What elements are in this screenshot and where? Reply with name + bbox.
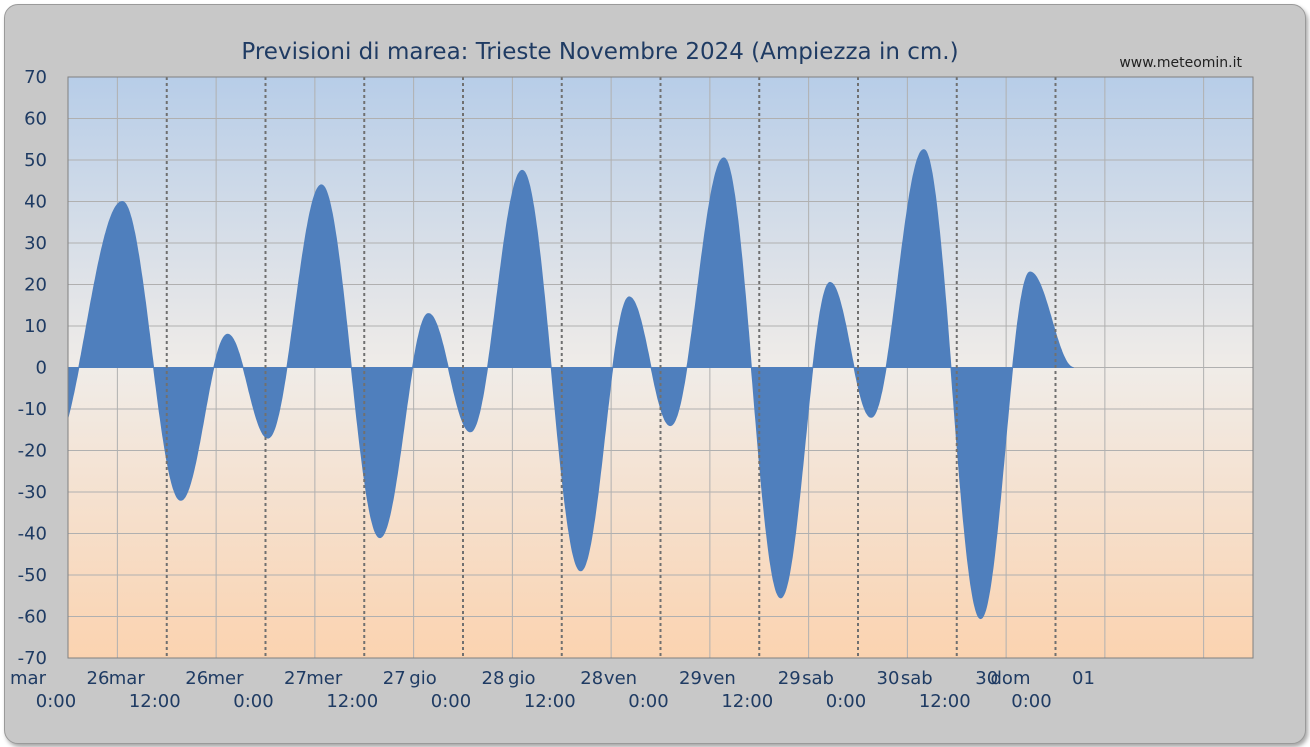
- y-tick-label: 40: [24, 192, 47, 213]
- x-tick-date: 26: [185, 668, 208, 689]
- x-tick-day: mar: [10, 668, 47, 689]
- x-tick-date: 26: [87, 668, 110, 689]
- y-tick-label: -60: [18, 607, 47, 628]
- plot-border: [67, 76, 1254, 659]
- chart-title: Previsioni di marea: Trieste Novembre 20…: [241, 39, 958, 65]
- y-tick-label: 10: [24, 316, 47, 337]
- x-tick-time: 12:00: [721, 691, 773, 712]
- x-tick-date: 30: [877, 668, 900, 689]
- x-tick-time: 12:00: [919, 691, 971, 712]
- x-tick-date: 29: [778, 668, 801, 689]
- tide-area-layer: [68, 149, 1074, 620]
- x-tick-date: 28: [580, 668, 603, 689]
- x-tick-time: 0:00: [431, 691, 471, 712]
- x-tick-time: 0:00: [36, 691, 76, 712]
- y-axis-ticks: -70 -60 -50 -40 -30 -20 -10 0 10 20 30 40 50 60 70: [18, 67, 47, 669]
- x-tick-time: 12:00: [524, 691, 576, 712]
- x-tick: mar 26 0:00: [10, 668, 109, 712]
- y-tick-label: 60: [24, 109, 47, 130]
- chart-credit: www.meteomin.it: [1119, 55, 1242, 71]
- x-tick-time: 0:00: [628, 691, 668, 712]
- x-tick: sab 30 0:00: [802, 668, 899, 712]
- x-tick: ven 29 0:00: [604, 668, 702, 712]
- x-tick-date: 27: [284, 668, 307, 689]
- x-tick-date: 01: [1072, 668, 1095, 689]
- x-tick-day: ven: [703, 668, 736, 689]
- tide-area: [68, 149, 1074, 620]
- y-tick-label: 20: [24, 275, 47, 296]
- x-tick-date: 30: [975, 668, 998, 689]
- y-tick-label: -70: [18, 648, 47, 669]
- x-tick: mer 27 0:00: [207, 668, 306, 712]
- x-tick-day: gio: [409, 668, 436, 689]
- x-tick-day: gio: [508, 668, 535, 689]
- x-tick: dom 01 0:00: [991, 668, 1095, 712]
- x-tick-time: 0:00: [1011, 691, 1051, 712]
- y-tick-label: 70: [24, 67, 47, 88]
- y-tick-label: 50: [24, 150, 47, 171]
- x-tick-date: 27: [383, 668, 406, 689]
- x-tick-time: 12:00: [129, 691, 181, 712]
- x-tick-time: 0:00: [233, 691, 273, 712]
- x-tick-time: 12:00: [326, 691, 378, 712]
- y-tick-label: -50: [18, 565, 47, 586]
- x-tick-time: 0:00: [826, 691, 866, 712]
- day-divider-lines: [165, 77, 1057, 658]
- y-tick-label: -10: [18, 399, 47, 420]
- x-tick: gio 28 0:00: [409, 668, 504, 712]
- y-tick-label: 0: [36, 358, 47, 379]
- y-tick-label: -20: [18, 441, 47, 462]
- y-tick-label: 30: [24, 233, 47, 254]
- x-tick-day: mar: [109, 668, 146, 689]
- y-tick-label: -40: [18, 524, 47, 545]
- x-tick-date: 29: [679, 668, 702, 689]
- x-tick-date: 28: [482, 668, 505, 689]
- x-tick-day: sab: [901, 668, 933, 689]
- x-tick-day: ven: [604, 668, 637, 689]
- x-tick-day: mer: [306, 668, 343, 689]
- x-tick-day: mer: [207, 668, 244, 689]
- x-tick-day: dom: [991, 668, 1031, 689]
- x-tick-day: sab: [802, 668, 834, 689]
- y-tick-label: -30: [18, 482, 47, 503]
